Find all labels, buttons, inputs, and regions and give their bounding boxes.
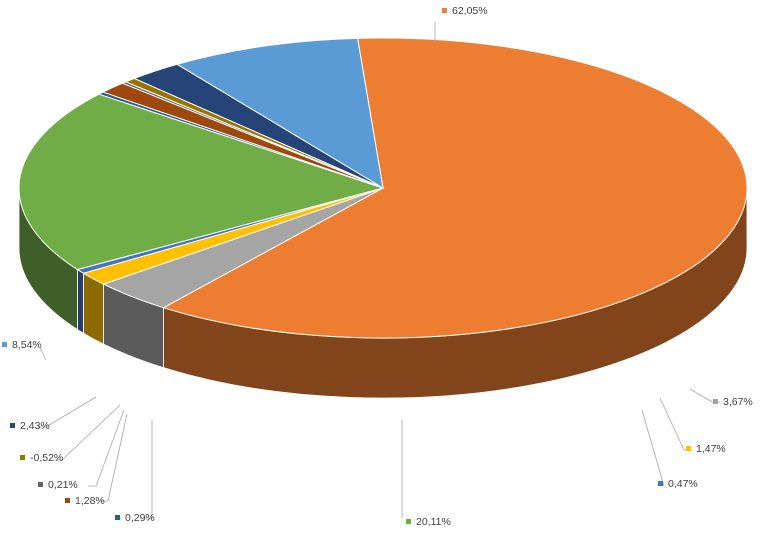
pie-tops (18, 37, 748, 339)
data-label-9: 2,43% (20, 420, 50, 432)
data-label-1: 3,67% (723, 396, 753, 408)
leader-line-7 (88, 409, 125, 487)
data-label-0: 62,05% (452, 5, 488, 17)
data-label-5: 0,29% (125, 512, 155, 524)
data-label-8: -0,52% (30, 452, 63, 464)
data-label-10: 8,54% (12, 339, 42, 351)
leader-line-6 (100, 413, 128, 502)
data-label-7: 0,21% (48, 479, 78, 491)
label-marker-4 (406, 519, 411, 524)
label-marker-2 (686, 446, 691, 451)
leader-line-10 (39, 347, 47, 361)
label-marker-5 (115, 515, 120, 520)
pie-slice-0 (162, 37, 748, 339)
leader-line-9 (38, 396, 97, 428)
data-label-6: 1,28% (75, 495, 105, 507)
label-marker-1 (713, 399, 718, 404)
leader-line-5 (144, 420, 153, 520)
leader-line-2 (659, 397, 692, 451)
leader-line-8 (55, 404, 121, 461)
label-marker-6 (65, 498, 70, 503)
label-marker-9 (10, 423, 15, 428)
data-label-3: 0,47% (668, 478, 698, 490)
pie-slice-side-3 (77, 268, 84, 334)
label-marker-10 (2, 342, 7, 347)
label-marker-3 (658, 481, 663, 486)
pie-slice-side-2 (82, 272, 104, 345)
data-label-4: 20,11% (416, 516, 451, 528)
pie-labels: 62,05% 3,67% 1,47% 0,47% 20,11% 0,29% 1,28% 0,2… (2, 5, 753, 528)
label-marker-0 (442, 8, 447, 13)
label-marker-7 (38, 482, 43, 487)
leader-line-3 (641, 409, 665, 487)
label-marker-8 (20, 455, 25, 460)
data-label-2: 1,47% (696, 443, 726, 455)
pie-slice-10 (175, 37, 384, 189)
pie-sides (18, 187, 748, 399)
pie-slice-4 (18, 93, 385, 271)
